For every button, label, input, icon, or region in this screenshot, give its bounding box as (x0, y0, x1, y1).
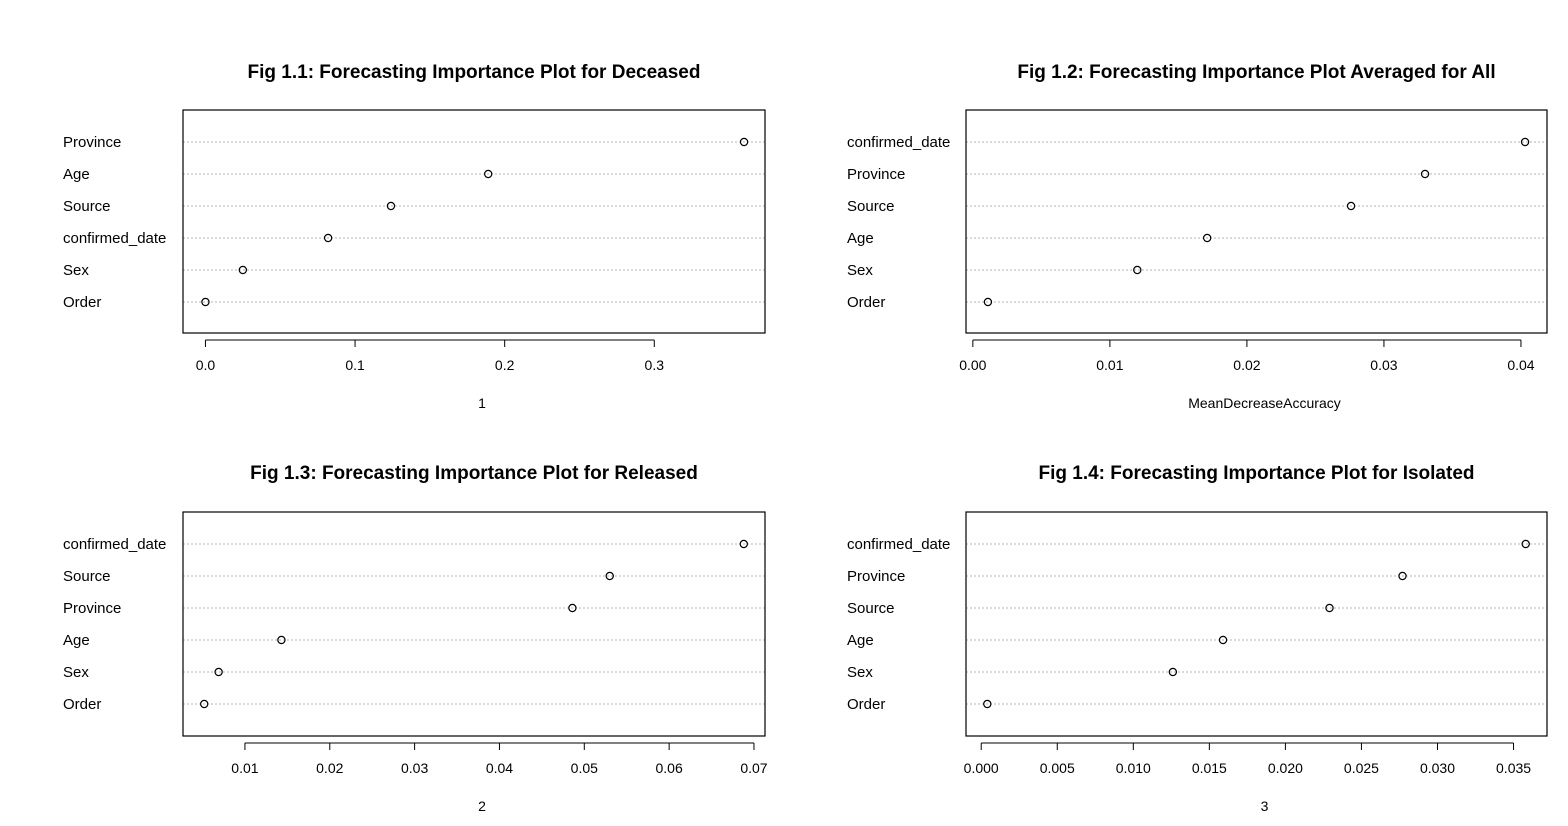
chart-title: Fig 1.1: Forecasting Importance Plot for… (248, 62, 701, 83)
x-tick-label: 0.1 (345, 357, 365, 373)
data-point (1346, 201, 1356, 211)
x-tick-label: 0.01 (1096, 357, 1123, 373)
data-point (739, 137, 749, 147)
category-label: Age (847, 632, 874, 649)
category-label: Sex (63, 664, 89, 681)
data-point (1521, 539, 1530, 549)
category-label: Source (63, 568, 111, 585)
chart-panel-4: Fig 1.4: Forecasting Importance Plot for… (847, 463, 1548, 814)
category-label: Province (847, 568, 905, 585)
plot-frame (182, 511, 766, 737)
category-label: Province (847, 166, 905, 183)
data-point (983, 297, 993, 307)
x-tick-label: 0.01 (231, 760, 258, 776)
category-label: Age (63, 632, 90, 649)
data-point (484, 169, 493, 179)
category-label: Source (63, 198, 111, 215)
x-tick-label: 0.02 (1233, 357, 1260, 373)
category-label: Sex (63, 262, 89, 279)
category-label: Source (847, 600, 895, 617)
category-label: Age (847, 230, 874, 247)
plot-frame (965, 109, 1548, 334)
chart-title: Fig 1.2: Forecasting Importance Plot Ave… (1017, 62, 1495, 83)
chart-title: Fig 1.4: Forecasting Importance Plot for… (1038, 463, 1474, 484)
plot-frame (182, 109, 766, 334)
x-tick-label: 0.020 (1268, 760, 1303, 776)
data-point (1398, 571, 1407, 581)
data-point (277, 635, 286, 645)
data-point (568, 603, 577, 613)
category-label: Sex (847, 664, 873, 681)
x-axis-label: 3 (1261, 798, 1269, 814)
plot-frame (965, 511, 1548, 737)
category-label: confirmed_date (63, 536, 166, 553)
x-tick-label: 0.000 (964, 760, 999, 776)
data-point (1133, 265, 1142, 275)
category-label: Province (63, 600, 121, 617)
data-point (1420, 169, 1430, 179)
x-axis-label: MeanDecreaseAccuracy (1188, 395, 1341, 411)
x-tick-label: 0.010 (1116, 760, 1151, 776)
x-tick-label: 0.03 (1370, 357, 1397, 373)
category-label: confirmed_date (847, 134, 950, 151)
data-point (605, 571, 614, 581)
category-label: Province (63, 134, 121, 151)
category-label: Order (63, 696, 101, 713)
x-tick-label: 0.00 (959, 357, 986, 373)
x-tick-label: 0.025 (1344, 760, 1379, 776)
x-tick-label: 0.015 (1192, 760, 1227, 776)
x-axis-label: 1 (478, 395, 486, 411)
data-point (983, 699, 992, 709)
x-tick-label: 0.3 (645, 357, 665, 373)
x-axis-label: 2 (478, 798, 486, 814)
data-point (386, 201, 396, 211)
chart-panel-3: Fig 1.3: Forecasting Importance Plot for… (63, 463, 768, 814)
data-point (238, 265, 248, 275)
x-tick-label: 0.035 (1496, 760, 1531, 776)
data-point (1325, 603, 1334, 613)
category-label: Sex (847, 262, 873, 279)
chart-panel-2: Fig 1.2: Forecasting Importance Plot Ave… (847, 62, 1548, 411)
data-point (1520, 137, 1530, 147)
x-tick-label: 0.04 (1507, 357, 1534, 373)
x-tick-label: 0.03 (401, 760, 428, 776)
category-label: confirmed_date (63, 230, 166, 247)
category-label: Source (847, 198, 895, 215)
category-label: Order (847, 696, 885, 713)
x-tick-label: 0.05 (571, 760, 598, 776)
data-point (200, 699, 209, 709)
category-label: Age (63, 166, 90, 183)
category-label: Order (63, 294, 101, 311)
x-tick-label: 0.0 (196, 357, 216, 373)
chart-panel-1: Fig 1.1: Forecasting Importance Plot for… (63, 62, 766, 411)
data-point (1168, 667, 1178, 677)
x-tick-label: 0.030 (1420, 760, 1455, 776)
data-point (201, 297, 210, 307)
category-label: Order (847, 294, 885, 311)
x-tick-label: 0.06 (656, 760, 683, 776)
chart-title: Fig 1.3: Forecasting Importance Plot for… (250, 463, 698, 484)
x-tick-label: 0.2 (495, 357, 515, 373)
x-tick-label: 0.005 (1040, 760, 1075, 776)
x-tick-label: 0.07 (740, 760, 767, 776)
data-point (323, 233, 333, 243)
x-tick-label: 0.04 (486, 760, 513, 776)
data-point (214, 667, 223, 677)
data-point (1202, 233, 1212, 243)
data-point (1218, 635, 1228, 645)
data-point (739, 539, 748, 549)
category-label: confirmed_date (847, 536, 950, 553)
x-tick-label: 0.02 (316, 760, 343, 776)
